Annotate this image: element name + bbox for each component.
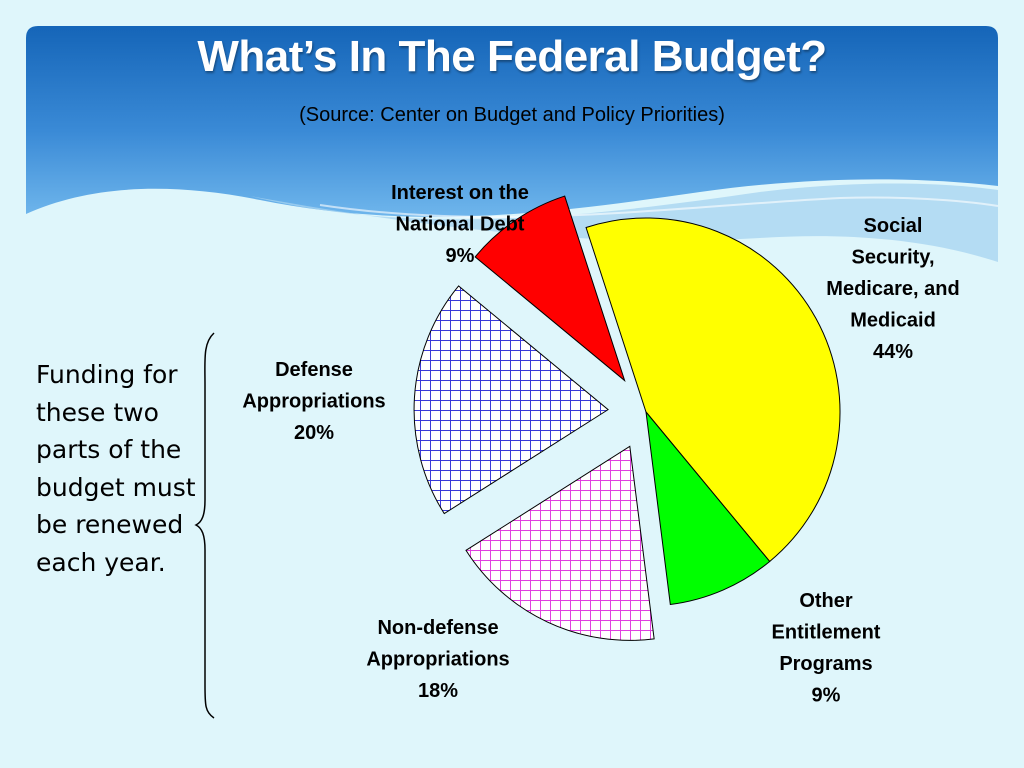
pie-slice-2 [645, 410, 771, 606]
slice-label-1: Social Security, Medicare, and Medicaid 44% [826, 215, 959, 363]
slice-label-4: Defense Appropriations 20% [242, 359, 385, 444]
pie-slice-3 [465, 445, 655, 641]
slice-label-5: Interest on the National Debt 9% [391, 182, 529, 267]
pie-slice-1 [585, 217, 841, 563]
slide-title: What’s In The Federal Budget? [197, 32, 827, 81]
pie-slice-5 [474, 195, 626, 383]
slice-label-2: Other Entitlement Programs 9% [772, 590, 881, 707]
pie-slice-4 [413, 285, 609, 515]
slice-label-3: Non-defense Appropriations 18% [366, 617, 509, 702]
title-banner [26, 26, 998, 217]
funding-note: Funding for these two parts of the budge… [36, 360, 196, 577]
banner-wave-thin [319, 196, 999, 218]
slide-subtitle: (Source: Center on Budget and Policy Pri… [299, 104, 725, 126]
